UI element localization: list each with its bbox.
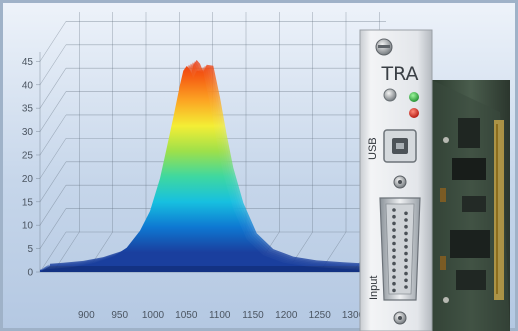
y-tick-label: 10 — [22, 221, 34, 232]
pin — [392, 268, 396, 273]
pin — [404, 231, 408, 236]
y-axis-ticks: 0 5 10 15 20 25 30 35 40 45 — [22, 57, 34, 279]
pin — [404, 258, 408, 263]
pin — [404, 218, 408, 222]
grid-line — [39, 44, 67, 85]
front-panel: TRA USB Input — [359, 29, 433, 331]
grid-line — [39, 91, 67, 132]
y-tick-label: 40 — [22, 80, 34, 91]
y-tick-label: 35 — [22, 104, 34, 115]
x-tick-label: 1250 — [309, 310, 332, 321]
x-tick-label: 1300 — [342, 310, 365, 321]
y-tick-label: 0 — [27, 268, 33, 279]
pin — [404, 265, 408, 269]
pin — [404, 245, 408, 249]
x-tick-label: 1200 — [275, 310, 298, 321]
x-tick-label: 1100 — [209, 310, 231, 321]
board-title: TRA — [380, 63, 418, 85]
y-tick-label: 25 — [22, 151, 34, 162]
x-tick-label: 1000 — [142, 310, 165, 321]
pin — [392, 208, 396, 212]
pin — [404, 211, 408, 216]
chip — [458, 118, 480, 148]
x-tick-label: 900 — [78, 310, 95, 321]
y-tick-label: 5 — [27, 244, 33, 255]
red-led-icon — [409, 108, 419, 118]
pin — [392, 248, 396, 252]
surface-base — [40, 266, 370, 272]
chip — [462, 196, 486, 212]
grid-line — [39, 68, 67, 109]
pin — [404, 285, 408, 289]
pin — [392, 261, 396, 266]
input-label: Input — [368, 276, 380, 300]
x-tick-label: 950 — [111, 310, 128, 321]
y-tick-label: 15 — [22, 197, 34, 208]
grid-line — [39, 185, 67, 226]
x-tick-label: 1050 — [175, 310, 198, 321]
chip — [450, 230, 490, 258]
pin — [392, 214, 396, 219]
y-tick-label: 45 — [22, 57, 34, 68]
dsub-connector-icon — [379, 175, 421, 325]
chip — [452, 158, 486, 180]
pin — [404, 251, 408, 256]
grid-line — [39, 138, 67, 179]
pin — [392, 241, 396, 246]
circuit-board — [432, 80, 510, 331]
y-tick-label: 30 — [22, 127, 34, 138]
surface-front — [40, 66, 360, 272]
pin — [404, 278, 408, 283]
connector-strip — [494, 120, 504, 300]
pin — [392, 255, 396, 259]
x-tick-label: 1150 — [242, 310, 264, 321]
grid-line — [39, 114, 67, 156]
green-led-icon — [409, 92, 419, 102]
grid-line — [39, 208, 67, 249]
y-tick-label: 20 — [22, 174, 34, 185]
pin — [392, 281, 396, 286]
pin — [392, 275, 396, 279]
panel-button — [383, 88, 397, 102]
pin — [404, 271, 408, 276]
pin — [404, 224, 408, 229]
grid-line — [39, 231, 67, 273]
usb-label: USB — [367, 137, 379, 160]
chip — [456, 270, 486, 290]
pin — [392, 288, 396, 293]
pin — [392, 235, 396, 239]
grid-line — [39, 161, 67, 202]
grid-line — [39, 21, 67, 62]
spectrum-surface — [40, 60, 370, 273]
pin — [392, 228, 396, 232]
pin — [404, 238, 408, 242]
pin — [392, 221, 396, 226]
